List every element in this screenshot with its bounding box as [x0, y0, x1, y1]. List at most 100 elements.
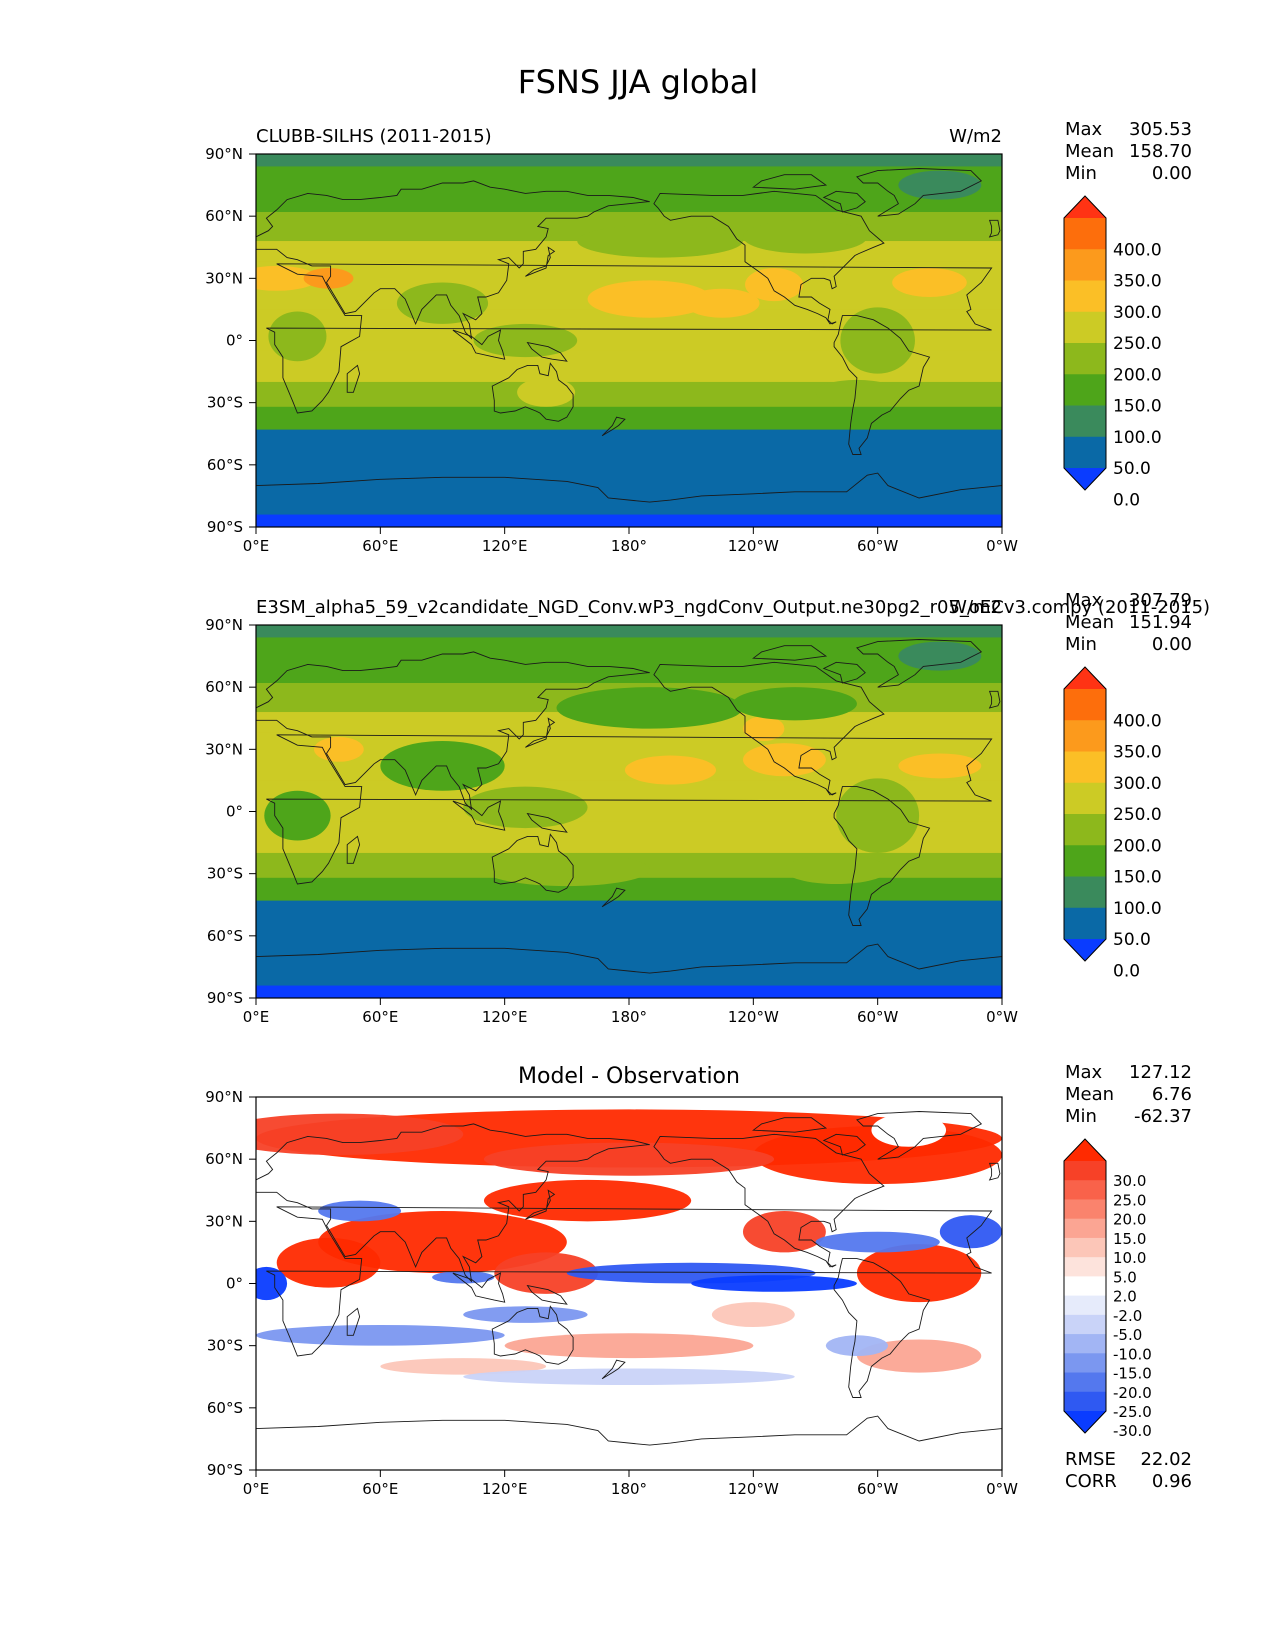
field-region-5 — [745, 267, 804, 302]
coastline-nz — [601, 887, 626, 908]
lon-tick-label: 120°W — [728, 537, 779, 555]
diff-region-22 — [318, 1200, 402, 1222]
colorbar-tick-label: 0.0 — [1113, 961, 1140, 981]
field-region-10 — [732, 687, 857, 721]
colorbar-tick-label: 15.0 — [1113, 1230, 1146, 1248]
field-region-11 — [742, 220, 868, 254]
rmse-label: RMSE — [1065, 1449, 1116, 1470]
colorbar-outline — [1063, 195, 1107, 491]
lat-tick-label: 30°N — [205, 269, 243, 287]
stat-mean-label: Mean — [1065, 612, 1114, 633]
coastline-madagascar — [346, 835, 361, 864]
colorbar-tick-label: 300.0 — [1113, 774, 1162, 794]
coastline-newguinea — [526, 1284, 568, 1305]
field-region-7 — [264, 790, 331, 841]
stat-min-label: Min — [1065, 1106, 1097, 1127]
diff-region-10 — [504, 1333, 754, 1359]
band-9 — [256, 877, 1002, 902]
corr-value: 0.96 — [1152, 1471, 1192, 1492]
coastline-arctic_is — [752, 645, 828, 661]
lat-tick-label: 60°S — [207, 927, 243, 945]
diff-region-23 — [463, 1368, 795, 1386]
coastline-newguinea — [526, 812, 568, 833]
panel-diff-stats: Max 127.12 Mean 6.76 Min -62.37 — [1065, 1062, 1192, 1127]
colorbar-tick-label: 350.0 — [1113, 272, 1162, 292]
coastline-arctic_is — [752, 174, 828, 190]
lat-tick-label: 60°N — [205, 1150, 243, 1168]
colorbar-extend-max — [1064, 1139, 1106, 1161]
lat-tick-label: 30°N — [205, 1212, 243, 1230]
coastline-samerica — [833, 315, 931, 455]
panel-ref-map — [256, 625, 1002, 998]
colorbar-segment — [1064, 1372, 1106, 1393]
coastline-uk — [988, 690, 1001, 709]
lon-tick-label: 60°W — [857, 1480, 899, 1498]
colorbar-segment — [1064, 907, 1106, 940]
stat-min-value: 0.00 — [1152, 634, 1192, 655]
lat-tick-label: 0° — [226, 332, 243, 350]
colorbar-tick-label: 50.0 — [1113, 930, 1151, 950]
field-region-8 — [463, 786, 588, 829]
diff-region-4 — [483, 1179, 692, 1222]
coastline-samerica — [833, 786, 931, 926]
coastline-baffin — [822, 1133, 866, 1156]
field-region-2 — [892, 267, 967, 297]
colorbar-tick-label: 25.0 — [1113, 1191, 1146, 1209]
diff-region-greenland — [871, 1113, 947, 1147]
panel-ref: E3SM_alpha5_59_v2candidate_NGD_Conv.wP3_… — [205, 590, 1210, 1026]
stat-min-value: -62.37 — [1134, 1106, 1192, 1127]
colorbar-segment — [1064, 751, 1106, 784]
colorbar-segment — [1064, 311, 1106, 344]
band-9 — [256, 406, 1002, 431]
field-region-6 — [396, 282, 489, 324]
diff-region-6 — [742, 1210, 826, 1253]
coastline-newguinea — [526, 341, 568, 362]
lon-tick-label: 0°E — [243, 1480, 270, 1498]
coastline-indonesia — [452, 1272, 506, 1303]
colorbar-segment — [1064, 1257, 1106, 1277]
lon-tick-label: 60°E — [362, 1480, 398, 1498]
coastline-eurasia — [256, 651, 650, 811]
diff-region-8 — [494, 1252, 598, 1294]
colorbar-segment — [1064, 1353, 1106, 1374]
panel-diff-metrics: RMSE 22.02 CORR 0.96 — [1065, 1449, 1192, 1492]
lat-tick-label: 60°N — [205, 678, 243, 696]
coastline-baffin — [822, 661, 866, 684]
lon-tick-label: 180° — [611, 1008, 647, 1026]
coastline-madagascar — [346, 1307, 361, 1336]
field-region-1 — [742, 743, 826, 777]
colorbar-tick-label: -2.0 — [1113, 1307, 1142, 1325]
figure-title: FSNS JJA global — [518, 63, 759, 101]
field-region-8 — [268, 311, 327, 362]
band-11 — [256, 985, 1002, 998]
field-region-11 — [898, 641, 982, 671]
colorbar-extend-min — [1064, 939, 1106, 961]
colorbar-segment — [1064, 405, 1106, 438]
colorbar-tick-label: -5.0 — [1113, 1326, 1142, 1344]
colorbar-segment — [1064, 1276, 1106, 1297]
diff-region-21 — [432, 1271, 495, 1284]
corr-label: CORR — [1065, 1471, 1117, 1492]
colorbar-tick-label: 100.0 — [1113, 899, 1162, 919]
lon-tick-label: 0°E — [243, 537, 270, 555]
colorbar-extend-min — [1064, 468, 1106, 490]
lat-tick-label: 90°N — [205, 1088, 243, 1106]
colorbar-extend-max — [1064, 667, 1106, 689]
colorbar-segment — [1064, 249, 1106, 281]
colorbar-tick-label: 20.0 — [1113, 1211, 1146, 1229]
stat-mean-value: 151.94 — [1129, 612, 1192, 633]
rmse-value: 22.02 — [1140, 1449, 1192, 1470]
stat-max-value: 127.12 — [1129, 1062, 1192, 1083]
colorbar-segment — [1064, 343, 1106, 375]
band-1 — [256, 166, 1002, 176]
field-region-1 — [684, 288, 760, 318]
colorbar-segment — [1064, 280, 1106, 313]
colorbar-outline — [1063, 666, 1107, 962]
panel-ref-stats: Max 307.79 Mean 151.94 Min 0.00 — [1065, 590, 1192, 655]
coastline-namerica — [653, 190, 885, 325]
lon-tick-label: 60°W — [857, 1008, 899, 1026]
diff-region-13 — [711, 1302, 795, 1328]
field-region-13 — [784, 855, 889, 885]
lat-tick-label: 0° — [226, 1275, 243, 1293]
